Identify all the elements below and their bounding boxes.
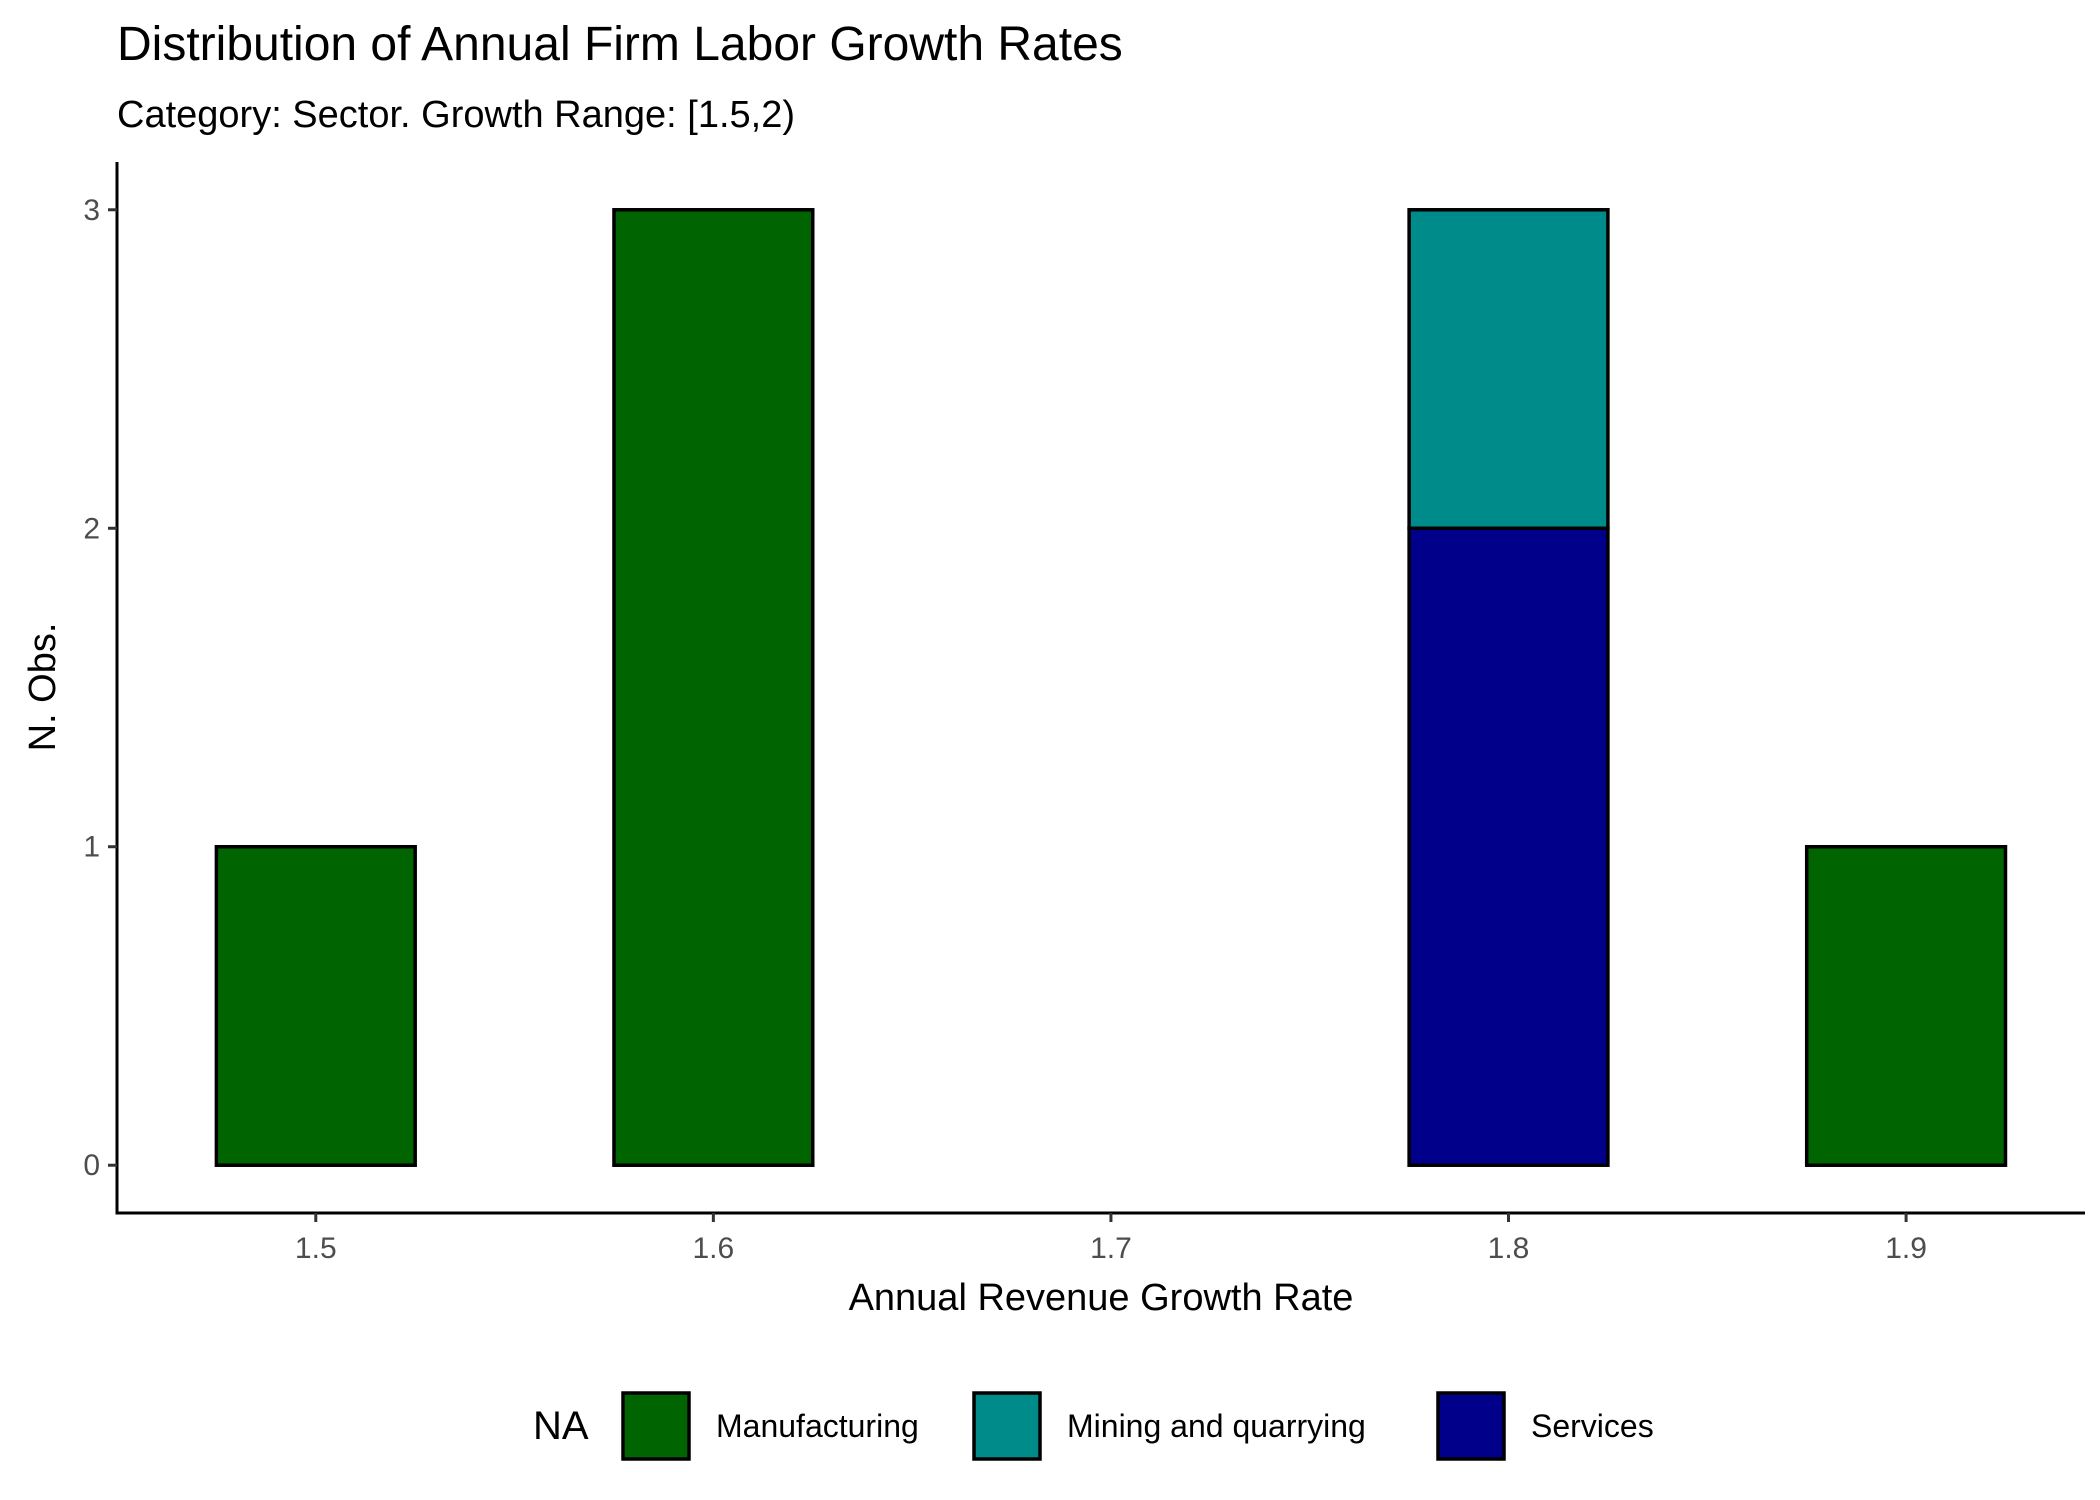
legend-key-services xyxy=(1436,1391,1506,1461)
legend-key-mining-and-quarrying xyxy=(972,1391,1042,1461)
y-tick-label: 3 xyxy=(83,194,100,227)
x-tick-label: 1.9 xyxy=(1885,1232,1927,1265)
x-tick-label: 1.8 xyxy=(1488,1232,1530,1265)
x-axis-ticks: 1.5 1.6 1.7 1.8 1.9 xyxy=(295,1213,1927,1265)
y-axis-ticks: 0 1 2 3 xyxy=(83,194,117,1182)
x-tick-label: 1.5 xyxy=(295,1232,337,1265)
bar-mining-and-quarrying-bin-6 xyxy=(1407,208,1610,531)
legend-title: NA xyxy=(533,1404,589,1448)
bar-manufacturing-bin-8 xyxy=(1804,844,2008,1167)
legend: NA Manufacturing Mining and quarrying Se… xyxy=(533,1391,1654,1461)
y-tick-label: 0 xyxy=(83,1149,100,1182)
legend-label-manufacturing: Manufacturing xyxy=(716,1408,919,1444)
legend-label-services: Services xyxy=(1531,1408,1654,1444)
y-tick-label: 1 xyxy=(83,831,100,864)
legend-label-mining-and-quarrying: Mining and quarrying xyxy=(1067,1408,1366,1444)
chart-title: Distribution of Annual Firm Labor Growth… xyxy=(117,18,1123,71)
chart-subtitle: Category: Sector. Growth Range: [1.5,2) xyxy=(117,94,795,136)
x-tick-label: 1.7 xyxy=(1090,1232,1132,1265)
legend-key-manufacturing xyxy=(621,1391,691,1461)
y-axis-title: N. Obs. xyxy=(22,623,64,752)
x-tick-label: 1.6 xyxy=(693,1232,735,1265)
bar-manufacturing-bin-0 xyxy=(214,844,417,1167)
x-axis-title: Annual Revenue Growth Rate xyxy=(849,1277,1354,1319)
bar-manufacturing-bin-2 xyxy=(612,208,815,1167)
y-tick-label: 2 xyxy=(83,512,100,545)
bar-services-bin-6 xyxy=(1407,526,1610,1167)
bars-group xyxy=(214,208,2008,1167)
